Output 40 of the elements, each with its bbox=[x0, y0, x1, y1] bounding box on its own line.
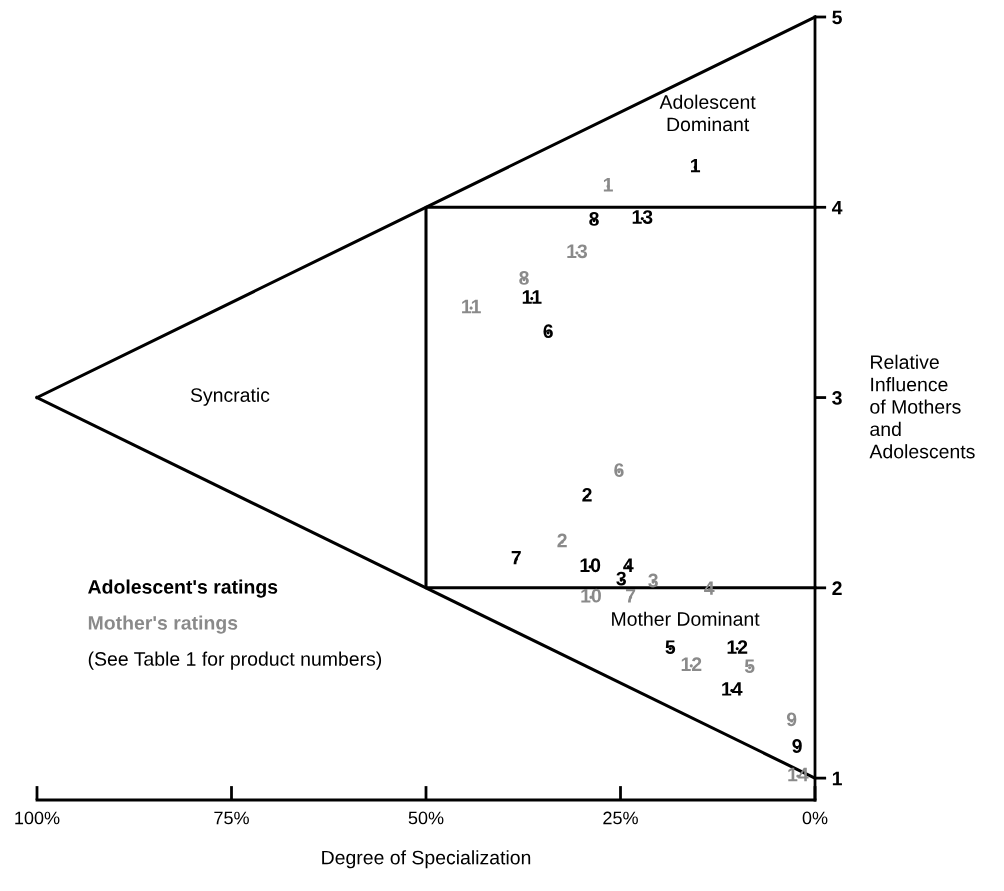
annotation: 13 bbox=[632, 210, 653, 224]
annotation: 2 bbox=[582, 487, 592, 502]
annotation: (See Table 1 for product numbers) bbox=[88, 651, 382, 670]
y-tick-label: 5 bbox=[832, 10, 842, 25]
annotation: 4 bbox=[704, 581, 715, 595]
annotation: 5 bbox=[744, 659, 755, 673]
annotation: 6 bbox=[543, 324, 553, 339]
annotation: 3 bbox=[648, 573, 658, 588]
x-tick-label: 50% bbox=[408, 811, 444, 825]
x-tick-label: 0% bbox=[802, 811, 828, 825]
annotation: 9 bbox=[786, 712, 797, 727]
annotation: 5 bbox=[665, 640, 676, 654]
y-tick-label: 2 bbox=[832, 581, 842, 595]
annotation: 8 bbox=[589, 212, 599, 226]
annotation: Mother Dominant bbox=[612, 611, 760, 626]
y-tick-label: 4 bbox=[831, 200, 843, 215]
annotation: 8 bbox=[519, 271, 529, 285]
y-tick-label: 1 bbox=[832, 771, 842, 786]
x-tick-label: 100% bbox=[15, 811, 60, 825]
y-axis-title: Relative Influence of Mothers and Adolescents bbox=[869, 354, 975, 459]
annotation: 3 bbox=[616, 571, 626, 586]
y-tick-label: 3 bbox=[832, 391, 842, 405]
annotation: 10 bbox=[581, 588, 601, 603]
text: Adolescent's ratings bbox=[88, 579, 278, 598]
annotation: 12 bbox=[727, 640, 748, 654]
annotation: 6 bbox=[614, 463, 624, 477]
x-axis-title: Degree of Specialization bbox=[322, 850, 531, 869]
x-tick-label: 25% bbox=[603, 811, 638, 825]
annotation: 12 bbox=[681, 657, 702, 671]
annotation: 14 bbox=[722, 682, 743, 696]
annotation: 4 bbox=[623, 558, 634, 572]
annotation: Adolescent Dominant bbox=[659, 94, 756, 132]
annotation: 11 bbox=[522, 290, 542, 304]
x-tick-label: 75% bbox=[214, 811, 249, 825]
annotation: 10 bbox=[580, 558, 601, 573]
text: Mother's ratings bbox=[88, 615, 238, 634]
annotation: Syncratic bbox=[190, 387, 270, 406]
annotation: 13 bbox=[567, 244, 588, 259]
annotation: 11 bbox=[462, 299, 481, 314]
annotation: 9 bbox=[792, 739, 802, 753]
